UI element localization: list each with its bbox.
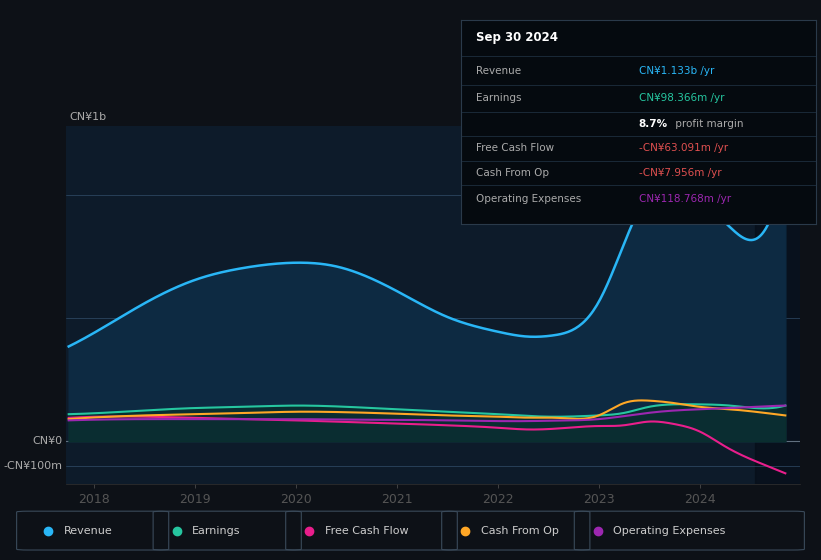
Text: Earnings: Earnings <box>192 526 241 535</box>
Text: CN¥98.366m /yr: CN¥98.366m /yr <box>639 94 724 103</box>
Text: -CN¥7.956m /yr: -CN¥7.956m /yr <box>639 168 722 178</box>
Text: Earnings: Earnings <box>475 94 521 103</box>
Text: Sep 30 2024: Sep 30 2024 <box>475 31 557 44</box>
Text: CN¥1b: CN¥1b <box>69 113 107 123</box>
Text: Operating Expenses: Operating Expenses <box>475 194 580 204</box>
Text: Cash From Op: Cash From Op <box>475 168 548 178</box>
Text: profit margin: profit margin <box>672 119 744 129</box>
Text: -CN¥63.091m /yr: -CN¥63.091m /yr <box>639 143 728 153</box>
Text: Revenue: Revenue <box>63 526 112 535</box>
Text: -CN¥100m: -CN¥100m <box>3 461 62 471</box>
Bar <box>755 126 805 484</box>
Text: CN¥118.768m /yr: CN¥118.768m /yr <box>639 194 731 204</box>
Text: Revenue: Revenue <box>475 66 521 76</box>
Text: 8.7%: 8.7% <box>639 119 667 129</box>
Text: Free Cash Flow: Free Cash Flow <box>475 143 553 153</box>
Text: Cash From Op: Cash From Op <box>481 526 558 535</box>
Text: Free Cash Flow: Free Cash Flow <box>325 526 408 535</box>
Text: Operating Expenses: Operating Expenses <box>613 526 726 535</box>
Text: CN¥0: CN¥0 <box>32 436 62 446</box>
Text: CN¥1.133b /yr: CN¥1.133b /yr <box>639 66 714 76</box>
